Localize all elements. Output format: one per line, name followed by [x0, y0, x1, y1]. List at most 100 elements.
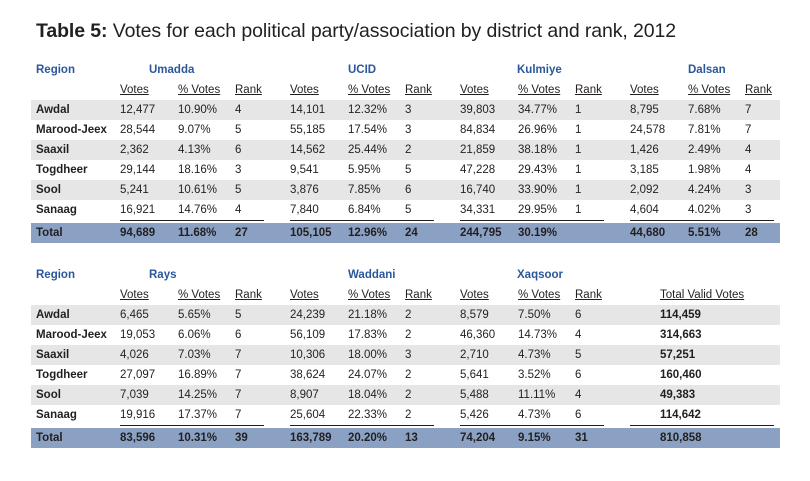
total-cell: 9.15%: [518, 432, 551, 444]
total-cell: 28: [745, 227, 758, 239]
page-title: Table 5: Votes for each political party/…: [36, 20, 676, 43]
table-cell: 7: [235, 389, 242, 401]
column-header: Votes: [290, 84, 319, 96]
underline-rule: [290, 220, 434, 221]
table-cell: 4: [575, 389, 582, 401]
total-row: Total 83,596 10.31% 39 163,789 20.20% 13 74,204…: [31, 428, 780, 448]
table-cell: 5,641: [460, 369, 489, 381]
table-cell: 5.65%: [178, 309, 211, 321]
table-cell: 29,144: [120, 164, 156, 176]
table-cell: 4: [745, 164, 752, 176]
table-cell: 38.18%: [518, 144, 558, 156]
table-cell: 28,544: [120, 124, 156, 136]
column-header: % Votes: [178, 84, 221, 96]
table-cell: 18.16%: [178, 164, 218, 176]
column-header: % Votes: [178, 289, 221, 301]
table-cell: 29.43%: [518, 164, 558, 176]
table-row: Sool 7,039 14.25% 7 8,907 18.04% 2 5,488 11.11% 4…: [31, 385, 780, 405]
table-cell: 7,840: [290, 204, 319, 216]
table-cell: 5: [405, 164, 412, 176]
table-cell: 3: [235, 164, 242, 176]
header-row-columns: Votes % Votes Rank Votes % Votes Rank Votes % V…: [31, 285, 780, 305]
column-header: Votes: [290, 289, 319, 301]
total-cell: 10.31%: [178, 432, 218, 444]
table-cell: 2: [405, 389, 412, 401]
party-header: Kulmiye: [517, 64, 562, 76]
party-header: Rays: [149, 269, 177, 281]
region-name: Sanaag: [36, 204, 77, 216]
column-header: % Votes: [688, 84, 731, 96]
table-cell: 21,859: [460, 144, 496, 156]
table-cell: 3: [405, 124, 412, 136]
table-cell: 27,097: [120, 369, 156, 381]
total-cell: 105,105: [290, 227, 332, 239]
total-cell: 5.51%: [688, 227, 721, 239]
title-text: Votes for each political party/associati…: [112, 20, 677, 42]
region-name: Togdheer: [36, 369, 88, 381]
table-cell: 16,921: [120, 204, 156, 216]
table-cell: 12.32%: [348, 104, 388, 116]
total-cell: 83,596: [120, 432, 156, 444]
valid-votes-cell: 49,383: [660, 389, 696, 401]
table-cell: 7: [235, 369, 242, 381]
table-row: Marood-Jeex 19,053 6.06% 6 56,109 17.83% 2 46,3…: [31, 325, 780, 345]
underline-rule: [460, 425, 604, 426]
table-cell: 5: [575, 349, 582, 361]
underline-rule: [290, 425, 434, 426]
table-cell: 6: [575, 309, 582, 321]
header-row-parties: Region Umadda UCID Kulmiye Dalsan: [31, 60, 780, 80]
table-cell: 25,604: [290, 409, 326, 421]
table-cell: 46,360: [460, 329, 496, 341]
table-cell: 17.54%: [348, 124, 388, 136]
table-cell: 16.89%: [178, 369, 218, 381]
total-cell: 39: [235, 432, 248, 444]
total-cell: 244,795: [460, 227, 502, 239]
table-cell: 47,228: [460, 164, 496, 176]
valid-votes-cell: 114,459: [660, 309, 701, 321]
underline-rule: [630, 425, 774, 426]
table-cell: 6: [235, 144, 242, 156]
table-cell: 3: [745, 184, 752, 196]
table-cell: 12,477: [120, 104, 156, 116]
votes-table-2: Region Rays Waddani Xaqsoor Votes % Votes Rank…: [31, 265, 780, 448]
header-row-columns: Votes % Votes Rank Votes % Votes Rank Votes % V…: [31, 80, 780, 100]
column-header: Votes: [120, 289, 149, 301]
table-cell: 4.73%: [518, 409, 551, 421]
underline-rule: [630, 220, 774, 221]
region-name: Sanaag: [36, 409, 77, 421]
table-cell: 39,803: [460, 104, 496, 116]
table-cell: 7.85%: [348, 184, 381, 196]
column-header: Rank: [745, 84, 772, 96]
total-cell: 44,680: [630, 227, 666, 239]
table-row: Marood-Jeex 28,544 9.07% 5 55,185 17.54% 3 84,8…: [31, 120, 780, 140]
underline-rule: [120, 220, 264, 221]
region-name: Marood-Jeex: [36, 124, 107, 136]
table-cell: 1: [575, 184, 582, 196]
total-cell: 13: [405, 432, 418, 444]
table-cell: 7.68%: [688, 104, 721, 116]
table-cell: 24.07%: [348, 369, 388, 381]
table-cell: 34,331: [460, 204, 496, 216]
table-cell: 5: [235, 184, 242, 196]
table-cell: 3: [405, 349, 412, 361]
party-header: UCID: [348, 64, 377, 76]
table-cell: 6.84%: [348, 204, 381, 216]
table-cell: 4: [745, 144, 752, 156]
table-cell: 7.03%: [178, 349, 211, 361]
table-cell: 2: [405, 309, 412, 321]
table-cell: 7: [745, 104, 752, 116]
table-cell: 10,306: [290, 349, 326, 361]
title-prefix: Table 5:: [36, 20, 108, 42]
table-cell: 4,604: [630, 204, 659, 216]
table-cell: 5,426: [460, 409, 489, 421]
party-header: Xaqsoor: [517, 269, 564, 281]
column-header: % Votes: [348, 84, 391, 96]
table-cell: 22.33%: [348, 409, 388, 421]
total-cell: 27: [235, 227, 248, 239]
table-cell: 14.25%: [178, 389, 218, 401]
table-cell: 1: [575, 204, 582, 216]
table-row: Awdal 12,477 10.90% 4 14,101 12.32% 3 39,803 34.…: [31, 100, 780, 120]
table-cell: 55,185: [290, 124, 326, 136]
table-cell: 7.81%: [688, 124, 721, 136]
table-cell: 10.61%: [178, 184, 218, 196]
